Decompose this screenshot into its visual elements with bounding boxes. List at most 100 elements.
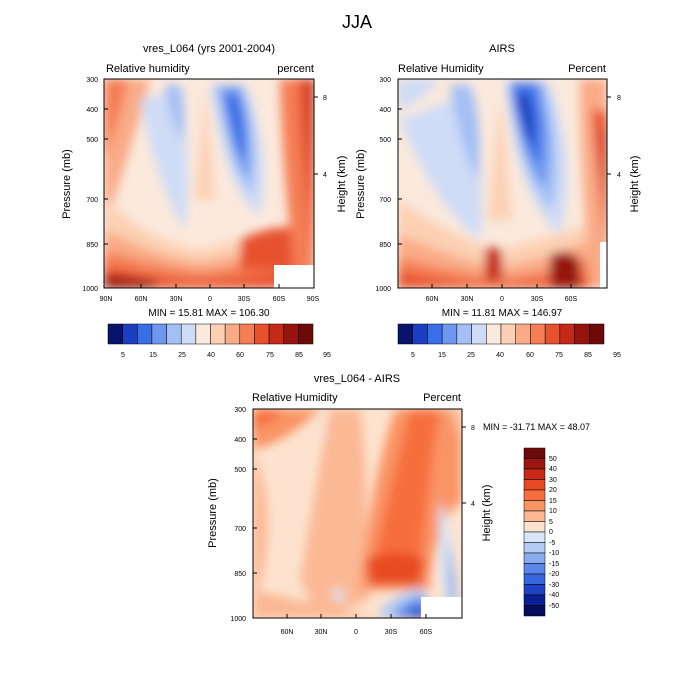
panel-model-title: vres_L064 (yrs 2001-2004) (143, 43, 275, 55)
panel-airs: AIRS Relative Humidity Percent (355, 43, 641, 359)
panel-model-colorbar-swatch (122, 323, 138, 345)
panel-model-xtick: 30N (170, 296, 183, 303)
panel-difference-colorbar-swatch (523, 605, 546, 617)
panel-airs-stats: MIN = 11.81 MAX = 146.97 (442, 308, 563, 319)
panel-airs-colorbar-swatch (515, 323, 531, 345)
panel-difference-contours (253, 409, 462, 618)
panel-airs-colorbar-swatch (456, 323, 472, 345)
panel-model: vres_L064 (yrs 2001-2004) Relative humid… (61, 43, 348, 359)
panel-model-colorbar-tick: 40 (207, 352, 215, 359)
panel-difference-colorbar-tick: 30 (549, 477, 557, 484)
panel-difference-xtick: 60S (420, 629, 433, 636)
panel-airs-colorbar-swatch (544, 323, 561, 345)
panel-model-left-label: Relative humidity (106, 63, 190, 75)
panel-model-xtick: 60S (273, 296, 286, 303)
panel-difference-colorbar-swatch (523, 573, 546, 585)
panel-difference-colorbar-swatch (523, 531, 546, 543)
panel-airs-height-tick: 4 (617, 172, 621, 179)
panel-airs-colorbar-swatch (441, 323, 458, 345)
panel-difference-ytick: 400 (234, 437, 246, 444)
panel-model-colorbar-swatch (210, 323, 226, 345)
panel-model-colorbar-swatch (239, 323, 255, 345)
panel-model-ytick: 1000 (82, 286, 98, 293)
panel-difference-colorbar-tick: -50 (549, 603, 559, 610)
panel-difference-colorbar-tick: -20 (549, 571, 559, 578)
panel-difference-colorbar-tick: 40 (549, 466, 557, 473)
panel-model-colorbar-swatch (298, 323, 314, 345)
panel-difference-colorbar-swatch (523, 500, 546, 512)
panel-airs-colorbar-swatch (500, 323, 516, 345)
panel-model-colorbar-tick: 15 (149, 352, 157, 359)
panel-model-colorbar-swatch (195, 323, 211, 345)
panel-model-colorbar-tick: 85 (295, 352, 303, 359)
panel-model-colorbar-tick: 75 (266, 352, 274, 359)
panel-airs-right-label: Percent (568, 63, 606, 75)
panel-difference-colorbar-swatch (523, 563, 546, 575)
panel-difference-colorbar-tick: 50 (549, 456, 557, 463)
panel-model-colorbar-tick: 60 (236, 352, 244, 359)
panel-model-height-tick: 4 (323, 172, 327, 179)
panel-difference-ytick: 850 (234, 571, 246, 578)
panel-airs-colorbar-swatch (412, 323, 428, 345)
panel-model-colorbar-swatch (180, 323, 197, 345)
panel-airs-xtick: 60N (426, 296, 439, 303)
panel-difference-colorbar-swatch (523, 479, 546, 491)
panel-difference-colorbar-tick: 15 (549, 498, 557, 505)
panel-airs-colorbar-tick: 5 (411, 352, 415, 359)
panel-model-ytick: 850 (86, 242, 98, 249)
panel-airs-left-label: Relative Humidity (398, 63, 484, 75)
panel-model-colorbar-swatch (166, 323, 182, 345)
panel-airs-title: AIRS (489, 43, 515, 55)
panel-difference-colorbar-tick: 0 (549, 529, 553, 536)
panel-difference-height-tick: 4 (471, 501, 475, 508)
panel-difference-ytick: 300 (234, 407, 246, 414)
panel-model-colorbar (107, 323, 314, 345)
panel-airs-colorbar-swatch (530, 323, 546, 345)
panel-difference-colorbar (523, 447, 546, 617)
panel-model-colorbar-tick: 5 (121, 352, 125, 359)
panel-model-xtick: 90N (100, 296, 113, 303)
panel-difference-height-label: Height (km) (481, 485, 493, 542)
panel-model-contours (104, 79, 314, 288)
panel-airs-colorbar-swatch (427, 323, 443, 345)
panel-airs-contours (398, 79, 607, 288)
panel-model-xtick: 90S (307, 296, 320, 303)
panel-difference-xtick: 30N (315, 629, 328, 636)
panel-model-right-label: percent (277, 63, 314, 75)
panel-difference-ytick: 700 (234, 526, 246, 533)
panel-model-stats: MIN = 15.81 MAX = 106.30 (148, 308, 270, 319)
panel-airs-xtick: 60S (565, 296, 578, 303)
panel-difference-colorbar-swatch (523, 542, 546, 554)
panel-model-colorbar-swatch (224, 323, 241, 345)
panel-model-colorbar-swatch (254, 323, 270, 345)
panel-difference-ytick: 500 (234, 467, 246, 474)
panel-model-ylabel: Pressure (mb) (61, 149, 73, 219)
panel-airs-colorbar-tick: 25 (467, 352, 475, 359)
page-title: JJA (342, 12, 372, 32)
panel-airs-ytick: 700 (379, 197, 391, 204)
panel-airs-colorbar-swatch (574, 323, 590, 345)
panel-model-xtick: 30S (238, 296, 251, 303)
panel-model-colorbar-swatch (137, 323, 153, 345)
panel-model-colorbar-tick: 95 (323, 352, 331, 359)
panel-difference-colorbar-swatch (523, 458, 546, 470)
panel-difference-colorbar-swatch (523, 552, 546, 564)
panel-difference-ytick: 1000 (230, 616, 246, 623)
panel-airs-xtick: 0 (500, 296, 504, 303)
panel-difference-colorbar-swatch (523, 584, 546, 596)
panel-airs-ytick: 1000 (375, 286, 391, 293)
panel-airs-colorbar-swatch (559, 323, 575, 345)
panel-airs-xtick: 30N (461, 296, 474, 303)
panel-difference-colorbar-tick: 10 (549, 508, 557, 515)
panel-difference-stats: MIN = -31.71 MAX = 48.07 (483, 422, 590, 432)
panel-airs-colorbar-swatch (589, 323, 605, 345)
panel-airs-height-tick: 8 (617, 95, 621, 102)
panel-model-ytick: 700 (86, 197, 98, 204)
panel-difference-ylabel: Pressure (mb) (207, 478, 219, 548)
panel-airs-colorbar-tick: 95 (613, 352, 621, 359)
panel-difference-colorbar-swatch (523, 510, 546, 522)
panel-model-ytick: 500 (86, 137, 98, 144)
panel-difference-colorbar-swatch (523, 468, 546, 480)
panel-airs-xtick: 30S (531, 296, 544, 303)
